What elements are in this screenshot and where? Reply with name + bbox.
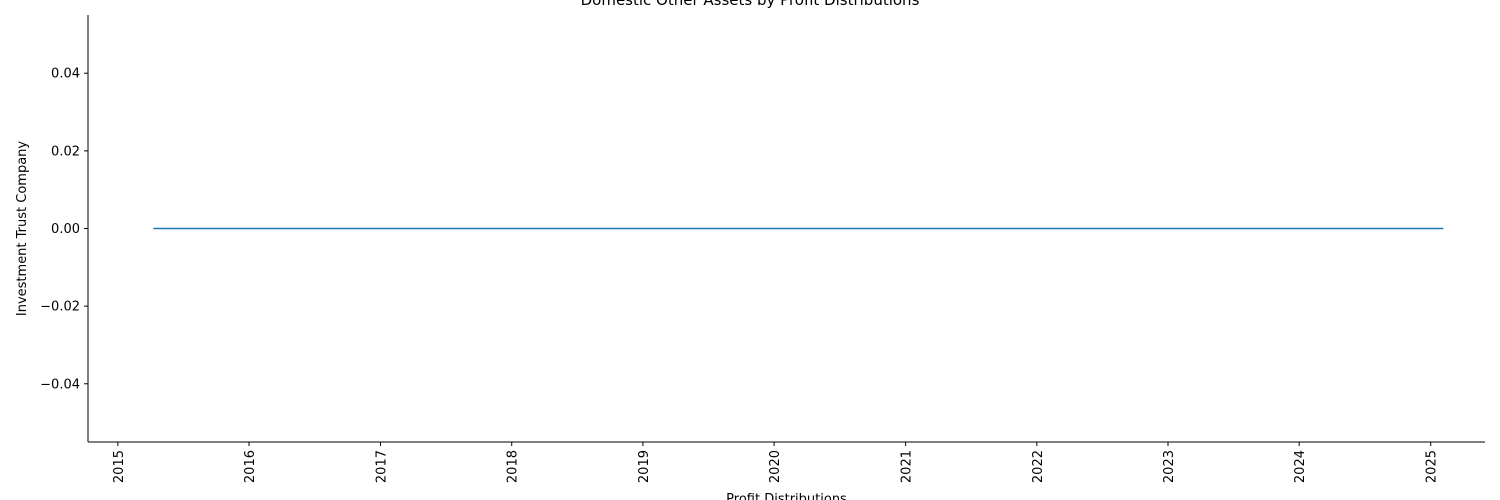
y-tick-label: −0.04 [40,377,80,392]
y-axis-label: Investment Trust Company [15,141,30,317]
y-tick-label: 0.04 [51,67,80,82]
x-tick-label: 2021 [900,450,915,483]
y-tick-label: 0.02 [51,144,80,159]
chart-title: Domestic Other Assets by Profit Distribu… [580,0,920,9]
y-tick-label: 0.00 [51,222,80,237]
x-tick-label: 2020 [768,450,783,483]
x-tick-label: 2023 [1162,450,1177,483]
y-axis-ticks: 0.04 0.02 0.00 −0.02 −0.04 [40,67,88,392]
x-tick-label: 2019 [637,450,652,483]
y-tick-label: −0.02 [40,300,80,315]
x-tick-label: 2024 [1293,450,1308,483]
x-tick-label: 2018 [506,450,521,483]
x-tick-label: 2017 [375,450,390,483]
x-tick-label: 2022 [1031,450,1046,483]
x-axis-label: Profit Distributions [726,492,847,500]
x-tick-label: 2016 [243,450,258,483]
x-axis-ticks: 2015 2016 2017 2018 2019 2020 2021 2022 2023 2024… [112,442,1440,483]
x-tick-label: 2025 [1425,450,1440,483]
x-tick-label: 2015 [112,450,127,483]
